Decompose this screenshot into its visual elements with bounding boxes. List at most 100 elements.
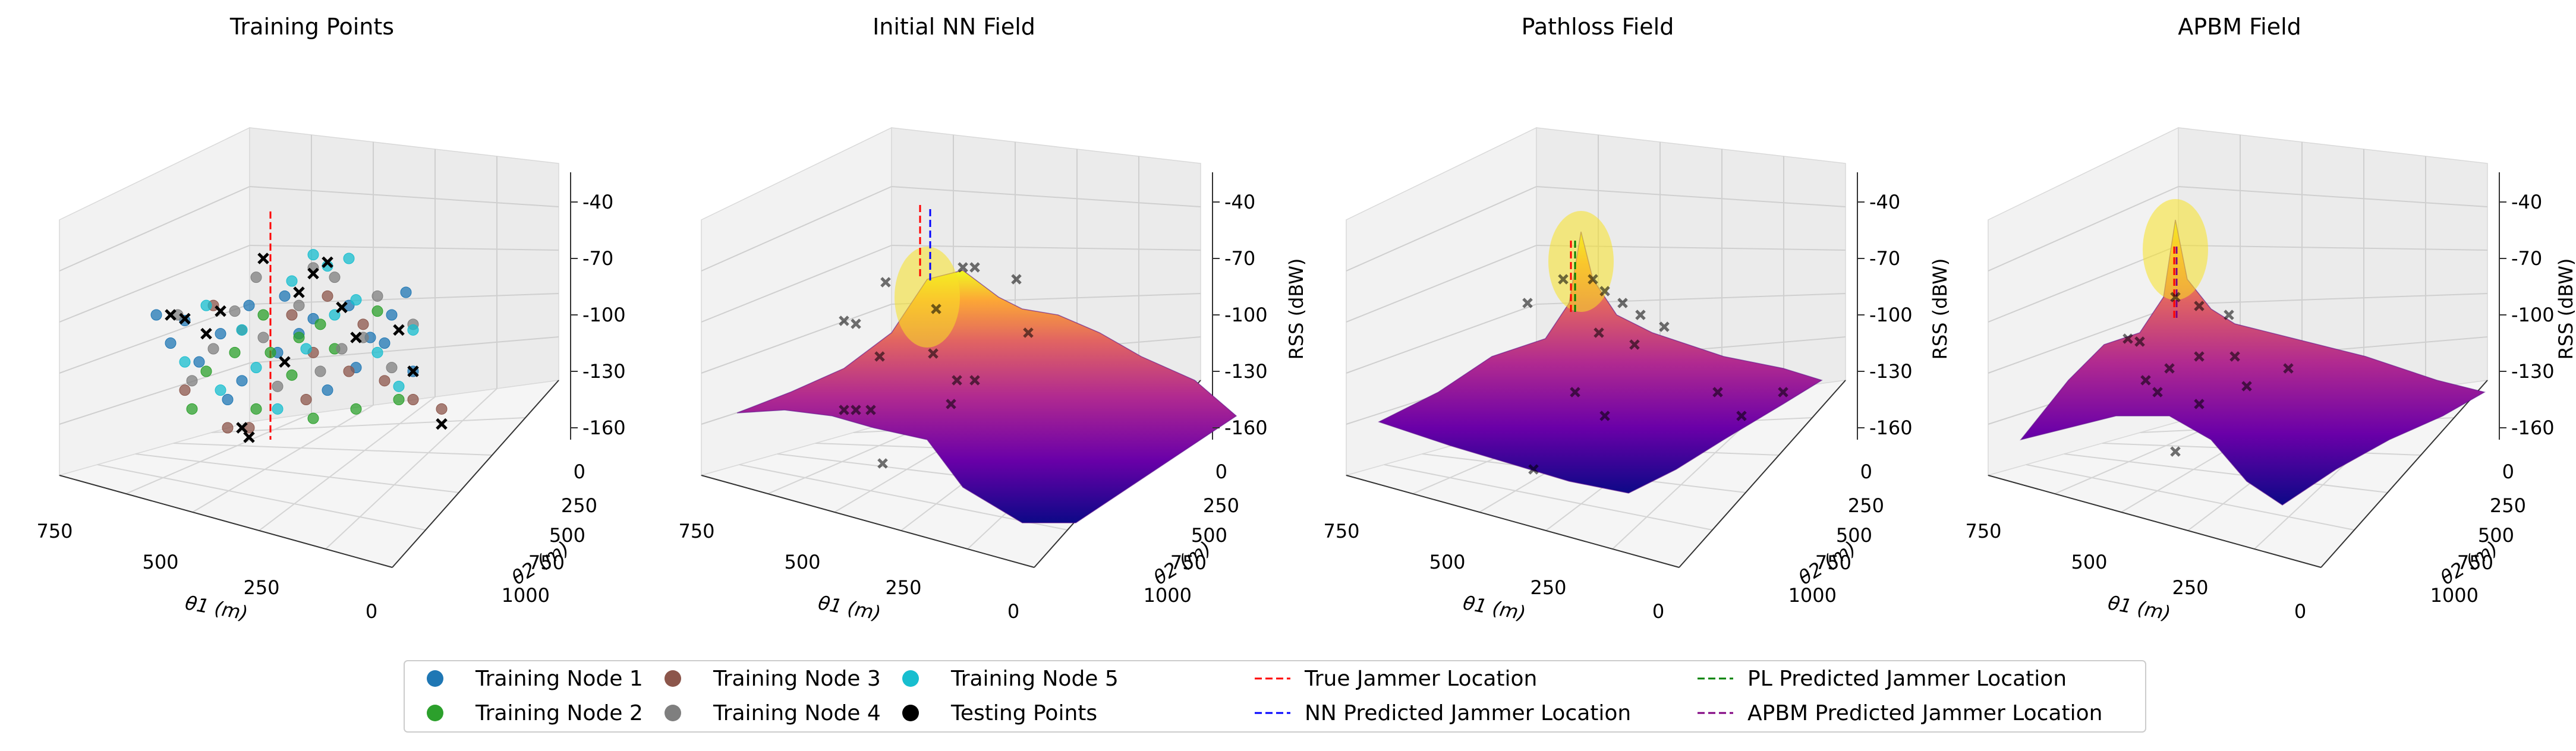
training-point <box>215 328 226 340</box>
z-tick-label: -160 <box>2511 416 2555 439</box>
y-tick-label: 250 <box>2490 494 2526 517</box>
testing-point <box>1011 274 1022 285</box>
testing-point <box>350 332 362 343</box>
panel-initial-nn-field: Initial NN Field 750 500 250 0 0 250 500 750 100… <box>678 14 1308 624</box>
testing-point <box>2140 375 2151 386</box>
y-tick-label: 1000 <box>1144 584 1192 607</box>
x-tick-label: 250 <box>1530 576 1566 599</box>
z-tick-label: -130 <box>2511 360 2555 383</box>
y-tick-label: 750 <box>2457 551 2493 574</box>
gridline <box>1384 464 1713 531</box>
testing-point <box>1570 387 1580 397</box>
y-tick-label: 500 <box>549 524 585 547</box>
training-point <box>236 375 248 387</box>
training-point <box>379 375 391 387</box>
x-tick-label: 500 <box>784 551 820 573</box>
y-tick-label: 0 <box>2502 460 2514 483</box>
testing-point <box>1558 274 1569 285</box>
training-point <box>193 356 205 368</box>
training-point <box>314 318 326 330</box>
z-tick-label: -100 <box>582 304 626 326</box>
z-tick-label: -40 <box>2511 191 2542 213</box>
training-point <box>357 318 369 330</box>
training-point <box>386 362 398 374</box>
testing-point <box>1528 464 1539 475</box>
training-point <box>257 309 269 321</box>
y-tick-label: 0 <box>1860 460 1872 483</box>
panel-pathloss-field: Pathloss Field 750 500 250 0 0 250 500 750 1000 -… <box>1323 14 1951 624</box>
gridline <box>891 186 1201 207</box>
testing-point <box>1736 411 1747 421</box>
training-point <box>371 305 383 317</box>
x-tick-label: 250 <box>243 576 279 599</box>
training-point <box>293 332 305 343</box>
legend-label: Training Node 1 <box>475 667 643 691</box>
testing-point <box>952 375 962 386</box>
x-tick-label: 500 <box>1429 551 1465 573</box>
training-point <box>407 324 419 336</box>
testing-point <box>865 405 876 415</box>
testing-point <box>969 262 980 273</box>
training-point <box>393 380 405 392</box>
y-tick-label: 1000 <box>1788 584 1837 607</box>
gridline <box>249 245 559 251</box>
testing-point <box>2194 301 2205 311</box>
training-point <box>286 309 298 321</box>
testing-point <box>2164 363 2175 374</box>
surface-peak <box>895 247 960 348</box>
testing-point <box>2229 351 2240 362</box>
z-tick-label: -40 <box>1869 191 1900 213</box>
x-axis-line <box>701 475 1035 568</box>
x-tick-label: 0 <box>1652 600 1664 623</box>
y-tick-label: 500 <box>2478 524 2514 547</box>
z-tick-label: -160 <box>1869 416 1913 439</box>
training-point <box>371 346 383 358</box>
legend-label: NN Predicted Jammer Location <box>1305 701 1631 725</box>
training-point <box>336 343 348 355</box>
z-tick-label: -100 <box>2511 304 2555 326</box>
testing-point <box>851 405 861 415</box>
testing-point <box>2152 387 2163 397</box>
training-point <box>279 290 291 302</box>
y-tick-label: 1000 <box>2430 584 2479 607</box>
z-tick-label: -130 <box>1224 360 1268 383</box>
training-point <box>379 337 391 349</box>
data-marks <box>2122 247 2294 457</box>
axis-ticks: 750 500 250 0 0 250 500 750 1000 -40 -70 -100 -130 -1… <box>1323 191 1912 623</box>
data-marks <box>839 205 1034 469</box>
training-point <box>200 365 212 377</box>
testing-point <box>931 304 941 314</box>
training-point <box>215 384 226 396</box>
gridline <box>259 396 436 531</box>
surface <box>736 247 1237 523</box>
testing-point <box>307 267 319 280</box>
axis-ticks: 750 500 250 0 0 250 500 750 1000 -40 -70 -100 -130 -1… <box>36 191 625 623</box>
testing-point <box>880 277 891 288</box>
x-axis-line <box>59 475 393 568</box>
testing-point <box>2283 363 2294 374</box>
gridline <box>125 413 312 494</box>
x-axis-line <box>1346 475 1680 568</box>
data-marks <box>150 211 448 443</box>
legend-marker <box>665 705 681 721</box>
gridline <box>2064 453 2388 493</box>
panel-title: Initial NN Field <box>873 14 1035 40</box>
gridline <box>1346 245 1537 323</box>
training-point <box>436 403 448 415</box>
testing-point <box>969 375 980 386</box>
testing-point <box>958 262 968 273</box>
surface-peak <box>1548 211 1614 312</box>
training-point <box>350 294 362 306</box>
training-point <box>272 403 284 415</box>
x-axis-label: θ1 (m) <box>2106 591 2172 624</box>
testing-point <box>2194 351 2205 362</box>
testing-point <box>2170 446 2181 457</box>
training-point <box>307 249 319 261</box>
y-axis-line <box>1679 380 1846 568</box>
x-axis-line <box>1988 475 2322 568</box>
gridline <box>701 245 892 323</box>
x-tick-label: 500 <box>2071 551 2107 573</box>
training-point <box>236 324 248 336</box>
training-point <box>243 299 255 311</box>
z-tick-label: -70 <box>582 247 613 270</box>
